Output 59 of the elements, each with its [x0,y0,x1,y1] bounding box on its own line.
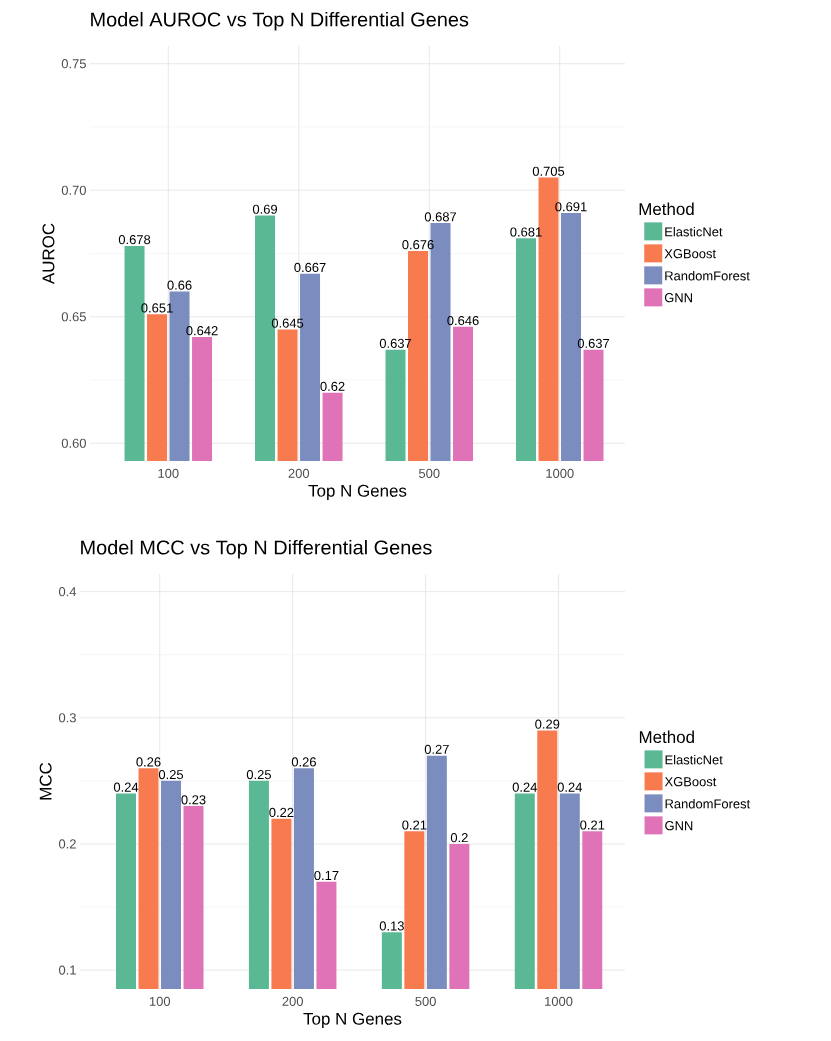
y-tick-label: 0.65 [61,312,86,322]
data-label: 0.642 [186,326,218,336]
data-label: 0.69 [252,204,278,214]
data-label: 0.637 [577,338,610,348]
data-label: 0.22 [269,807,294,817]
x-tick-label: 1000 [546,468,574,478]
y-axis-title: AUROC [42,223,55,285]
legend-label: XGBoost [664,777,717,787]
x-tick-label: 500 [418,468,440,478]
y-tick-label: 0.75 [61,59,86,69]
data-label: 0.21 [580,820,605,830]
data-label: 0.25 [158,769,184,780]
y-tick-label: 0.3 [58,713,76,723]
data-label: 0.667 [294,262,326,273]
chart-title: Model MCC vs Top N Differential Genes [81,539,432,559]
y-tick-label: 0.2 [58,839,76,849]
x-tick-label: 1000 [545,996,573,1006]
data-label: 0.24 [512,782,538,792]
data-label: 0.705 [532,166,565,176]
legend-label: RandomForest [665,270,750,281]
y-axis-title: MCC [39,762,52,800]
data-label: 0.687 [424,212,457,222]
x-tick-label: 500 [415,996,436,1006]
legend-label: RandomForest [665,798,751,809]
data-label: 0.13 [379,921,404,931]
legend-title: Method [639,730,694,744]
data-label: 0.676 [402,240,434,250]
data-label: 0.646 [447,316,479,326]
x-tick-label: 200 [282,996,303,1006]
legend-label: XGBoost [664,249,716,259]
x-tick-label: 100 [149,996,171,1006]
data-label: 0.62 [320,381,345,391]
y-tick-label: 0.4 [58,587,77,597]
data-label: 0.26 [136,757,161,767]
data-label: 0.27 [424,744,449,754]
data-label: 0.678 [118,235,151,245]
data-label: 0.26 [291,757,316,767]
legend-label: ElasticNet [665,754,723,765]
data-label: 0.17 [314,870,339,881]
data-label: 0.24 [557,782,583,792]
y-tick-label: 0.60 [61,438,86,448]
data-label: 0.21 [402,820,427,830]
data-label: 0.25 [246,769,271,780]
y-tick-label: 0.70 [61,185,86,195]
legend-label: GNN [665,821,693,831]
legend-title: Method [639,202,694,216]
data-label: 0.2 [450,833,468,843]
data-label: 0.23 [181,795,206,805]
x-tick-label: 200 [288,468,310,478]
legend-label: GNN [664,293,692,303]
data-label: 0.29 [535,719,560,729]
y-tick-label: 0.1 [58,965,76,975]
x-axis-title: Top N Genes [303,1012,402,1029]
data-label: 0.24 [113,782,139,792]
chart-title: Model AUROC vs Top N Differential Genes [91,11,469,31]
x-axis-title: Top N Genes [308,484,407,501]
x-tick-label: 100 [158,468,179,478]
data-label: 0.66 [167,280,192,290]
legend-label: ElasticNet [665,226,723,237]
